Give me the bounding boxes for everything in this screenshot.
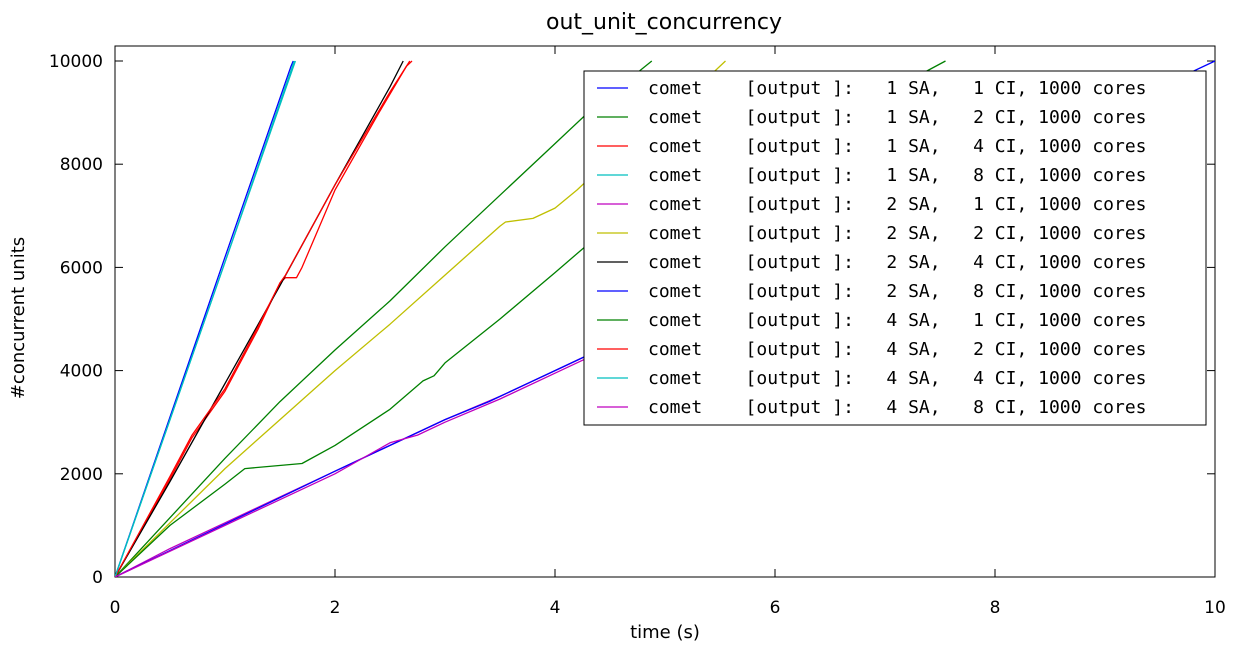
legend-entry-7: comet [output ]: 2 SA, 8 CI, 1000 cores [648,281,1147,302]
x-tick-label-5: 10 [1204,598,1226,618]
series-line-1 [115,60,653,577]
legend-box [583,70,1207,426]
x-tick-label-4: 8 [990,598,1001,618]
legend: comet [output ]: 1 SA, 1 CI, 1000 cores c… [583,70,1207,426]
legend-entry-4: comet [output ]: 2 SA, 1 CI, 1000 cores [648,194,1147,215]
legend-entry-11: comet [output ]: 4 SA, 8 CI, 1000 cores [648,397,1147,418]
y-tick-label-0: 0 [92,568,103,588]
legend-entry-10: comet [output ]: 4 SA, 4 CI, 1000 cores [648,368,1147,389]
legend-entry-8: comet [output ]: 4 SA, 1 CI, 1000 cores [648,310,1147,331]
series-line-10 [115,60,295,577]
y-tick-label-2: 4000 [60,362,103,382]
y-tick-label-3: 6000 [60,258,103,278]
x-tick-label-2: 4 [550,598,561,618]
y-axis-label: #concurrent units [8,237,29,399]
chart-title: out_unit_concurrency [546,10,782,35]
series-line-6 [115,60,404,577]
x-tick-label-0: 0 [110,598,121,618]
legend-entry-5: comet [output ]: 2 SA, 2 CI, 1000 cores [648,223,1147,244]
legend-entry-6: comet [output ]: 2 SA, 4 CI, 1000 cores [648,252,1147,273]
legend-entry-0: comet [output ]: 1 SA, 1 CI, 1000 cores [648,78,1147,99]
series-line-2 [115,60,413,577]
y-tick-label-5: 10000 [49,52,103,72]
series-line-9 [115,60,411,577]
x-tick-label-1: 2 [330,598,341,618]
legend-entry-2: comet [output ]: 1 SA, 4 CI, 1000 cores [648,136,1147,157]
x-tick-label-3: 6 [770,598,781,618]
legend-entry-9: comet [output ]: 4 SA, 2 CI, 1000 cores [648,339,1147,360]
legend-entry-3: comet [output ]: 1 SA, 8 CI, 1000 cores [648,165,1147,186]
legend-entry-1: comet [output ]: 1 SA, 2 CI, 1000 cores [648,107,1147,128]
y-tick-label-1: 2000 [60,465,103,485]
axis-ticks: 0 2 4 6 8 10 0 2000 4000 6000 8000 10000 [49,46,1226,618]
x-axis-label: time (s) [630,622,700,643]
y-tick-label-4: 8000 [60,155,103,175]
